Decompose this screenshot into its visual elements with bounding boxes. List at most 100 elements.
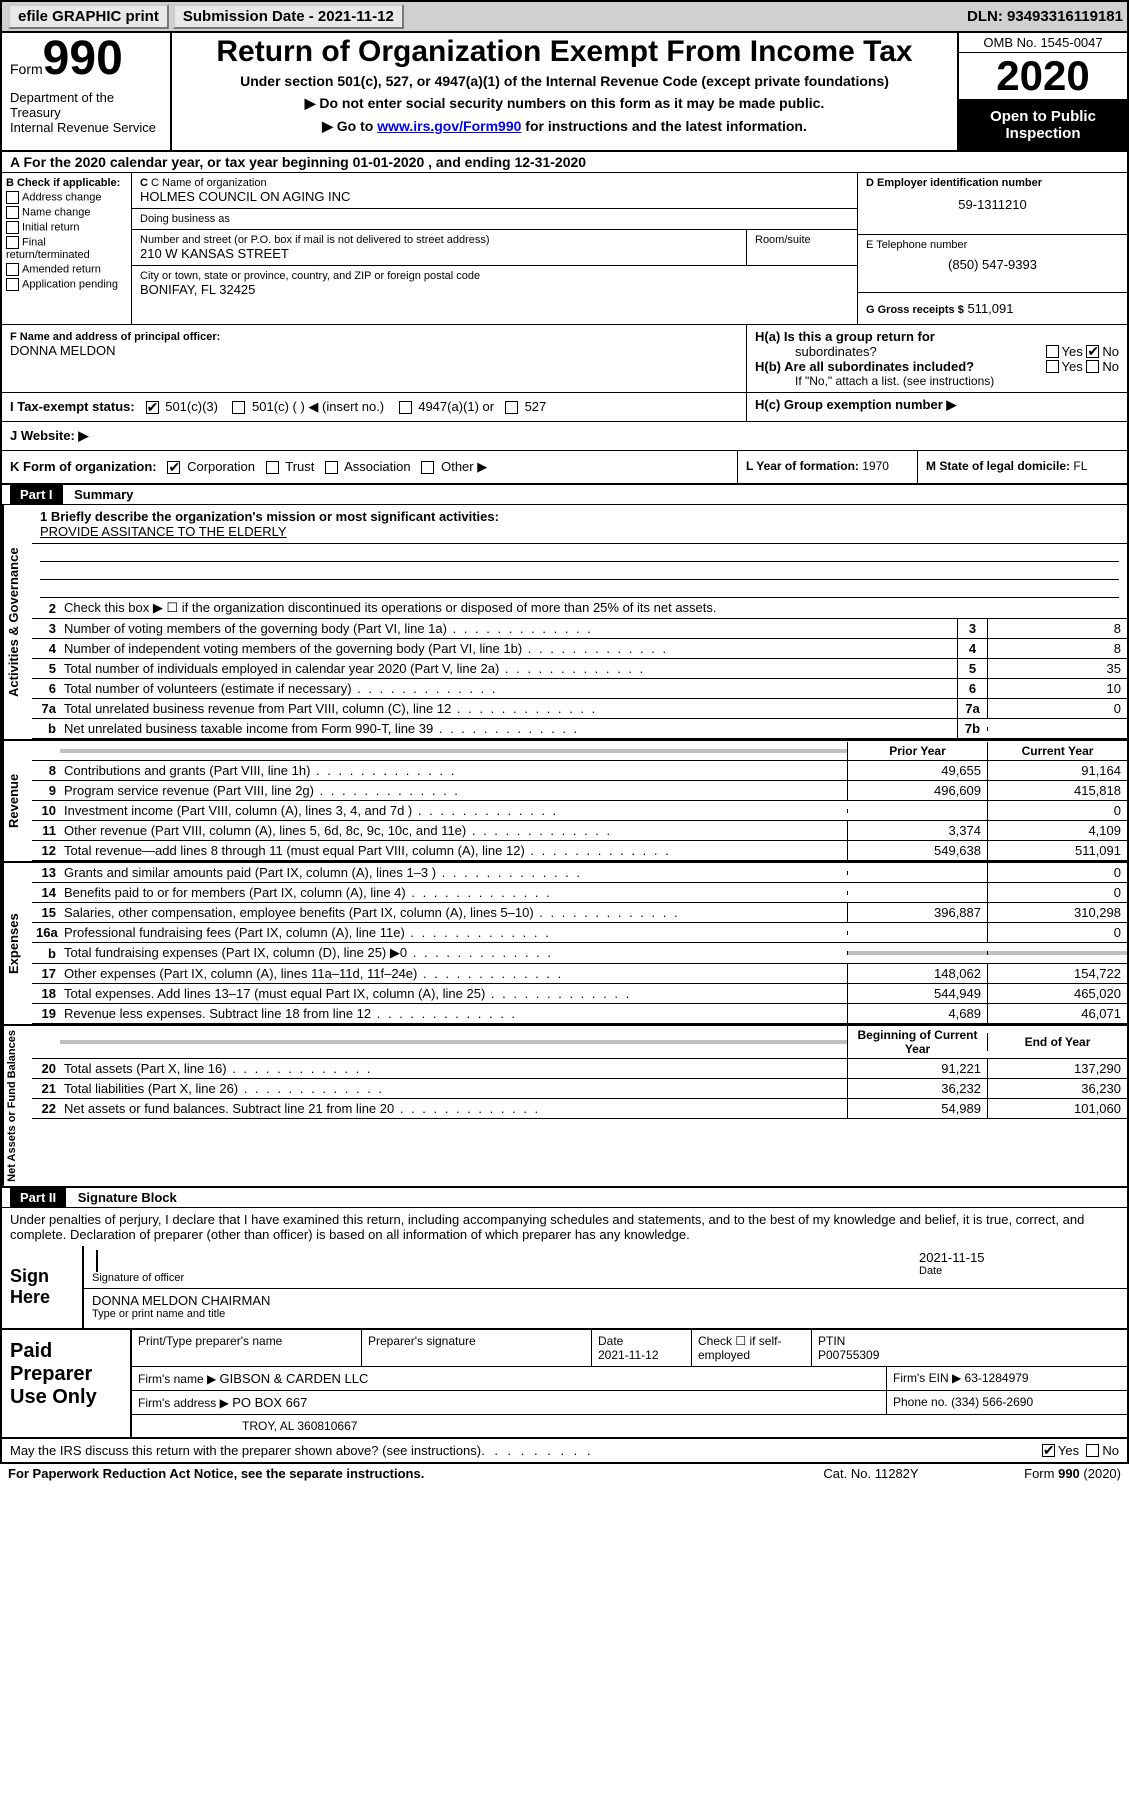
line-2: Check this box ▶ ☐ if the organization d… [60,598,1127,618]
h-group-return: H(a) Is this a group return for subordin… [747,325,1127,392]
open-to-public: Open to Public Inspection [959,100,1127,150]
side-expenses: Expenses [2,863,32,1024]
line-18: Total expenses. Add lines 13–17 (must eq… [60,984,847,1003]
k-form-of-org: K Form of organization: Corporation Trus… [2,451,737,483]
top-bar: efile GRAPHIC print Submission Date - 20… [2,2,1127,33]
title-cell: Return of Organization Exempt From Incom… [172,33,957,150]
c-name-label: C C Name of organization [140,177,849,189]
line-11: Other revenue (Part VIII, column (A), li… [60,821,847,840]
arrow-note-1: ▶ Do not enter social security numbers o… [180,95,949,112]
chk-pending[interactable] [6,278,19,291]
year-cell: OMB No. 1545-0047 2020 Open to Public In… [957,33,1127,150]
line-7a: Total unrelated business revenue from Pa… [60,699,957,718]
submission-date: Submission Date - 2021-11-12 [173,4,404,29]
tax-year: 2020 [959,53,1127,100]
section-a: A For the 2020 calendar year, or tax yea… [2,152,1127,173]
phone-value: (850) 547-9393 [866,257,1119,272]
line-21: Total liabilities (Part X, line 26) [60,1079,847,1098]
chk-hb-yes[interactable] [1046,360,1059,373]
omb-number: OMB No. 1545-0047 [959,33,1127,53]
d-ein-label: D Employer identification number [866,177,1119,189]
firm-phone: (334) 566-2690 [951,1395,1033,1409]
ein-value: 59-1311210 [866,197,1119,212]
chk-hb-no[interactable] [1086,360,1099,373]
line-14: Benefits paid to or for members (Part IX… [60,883,847,902]
chk-trust[interactable] [266,461,279,474]
chk-address-change[interactable] [6,191,19,204]
chk-assoc[interactable] [325,461,338,474]
current-year-header: Current Year [987,742,1127,760]
line-6: Total number of volunteers (estimate if … [60,679,957,698]
part2-title: Signature Block [70,1188,185,1207]
f-principal-officer: F Name and address of principal officer:… [2,325,747,392]
irs-discuss-text: May the IRS discuss this return with the… [10,1443,481,1458]
e-phone-label: E Telephone number [866,239,1119,251]
prior-year-header: Prior Year [847,742,987,760]
form-label: Form [10,61,43,77]
end-year-header: End of Year [987,1033,1127,1051]
line-10: Investment income (Part VIII, column (A)… [60,801,847,820]
dba-label: Doing business as [140,213,849,225]
city-state-zip: BONIFAY, FL 32425 [140,282,849,297]
chk-501c[interactable] [232,401,245,414]
officer-name-title: DONNA MELDON CHAIRMAN [92,1293,1119,1308]
prep-sig-label: Preparer's signature [362,1330,592,1366]
firm-address: PO BOX 667 [232,1395,307,1410]
chk-discuss-no[interactable] [1086,1444,1099,1457]
line-3: Number of voting members of the governin… [60,619,957,638]
dln: DLN: 93493316119181 [967,8,1123,25]
line-22: Net assets or fund balances. Subtract li… [60,1099,847,1118]
footer-right: Form 990 (2020) [971,1466,1121,1481]
form-number-cell: Form 990 Department of the Treasury Inte… [2,33,172,150]
line-4: Number of independent voting members of … [60,639,957,658]
chk-final-return[interactable] [6,236,19,249]
firm-name: GIBSON & CARDEN LLC [220,1371,369,1386]
i-tax-status: I Tax-exempt status: 501(c)(3) 501(c) ( … [2,393,747,421]
col-c: C C Name of organization HOLMES COUNCIL … [132,173,857,324]
chk-527[interactable] [505,401,518,414]
line-16a: Professional fundraising fees (Part IX, … [60,923,847,942]
hc-group-exemption: H(c) Group exemption number ▶ [747,393,1127,421]
principal-officer-name: DONNA MELDON [10,343,738,358]
chk-other[interactable] [421,461,434,474]
street-address: 210 W KANSAS STREET [140,246,738,261]
chk-amended[interactable] [6,263,19,276]
chk-501c3[interactable] [146,401,159,414]
line-20: Total assets (Part X, line 16) [60,1059,847,1078]
irs-link[interactable]: www.irs.gov/Form990 [377,118,521,134]
efile-print-button[interactable]: efile GRAPHIC print [8,4,169,29]
line-8: Contributions and grants (Part VIII, lin… [60,761,847,780]
mission-text: PROVIDE ASSITANCE TO THE ELDERLY [40,524,1119,539]
org-name: HOLMES COUNCIL ON AGING INC [140,189,849,204]
line-13: Grants and similar amounts paid (Part IX… [60,863,847,882]
prep-date: Date2021-11-12 [592,1330,692,1366]
firm-ein: 63-1284979 [965,1371,1029,1385]
chk-corp[interactable] [167,461,180,474]
line-17: Other expenses (Part IX, column (A), lin… [60,964,847,983]
footer-cat: Cat. No. 11282Y [771,1466,971,1481]
main-title: Return of Organization Exempt From Incom… [180,35,949,69]
chk-initial-return[interactable] [6,221,19,234]
line-5: Total number of individuals employed in … [60,659,957,678]
dept-treasury: Department of the Treasury Internal Reve… [10,90,162,135]
part2-header: Part II [10,1188,66,1207]
col-b-checkboxes: B Check if applicable: Address change Na… [2,173,132,324]
city-label: City or town, state or province, country… [140,270,849,282]
chk-discuss-yes[interactable] [1042,1444,1055,1457]
l-year-formation: L Year of formation: 1970 [737,451,917,483]
sign-date-label: Date [919,1265,1119,1277]
side-net-assets: Net Assets or Fund Balances [2,1026,32,1186]
line-9: Program service revenue (Part VIII, line… [60,781,847,800]
chk-name-change[interactable] [6,206,19,219]
mission-prompt: 1 Briefly describe the organization's mi… [40,509,1119,524]
room-label: Room/suite [747,230,857,265]
prep-self-emp: Check ☐ if self-employed [692,1330,812,1366]
chk-ha-no[interactable] [1086,345,1099,358]
chk-ha-yes[interactable] [1046,345,1059,358]
m-state-domicile: M State of legal domicile: FL [917,451,1127,483]
chk-4947[interactable] [399,401,412,414]
sign-here-label: Sign Here [2,1246,82,1328]
side-governance: Activities & Governance [2,505,32,739]
b-header: B Check if applicable: [6,177,127,189]
line-15: Salaries, other compensation, employee b… [60,903,847,922]
